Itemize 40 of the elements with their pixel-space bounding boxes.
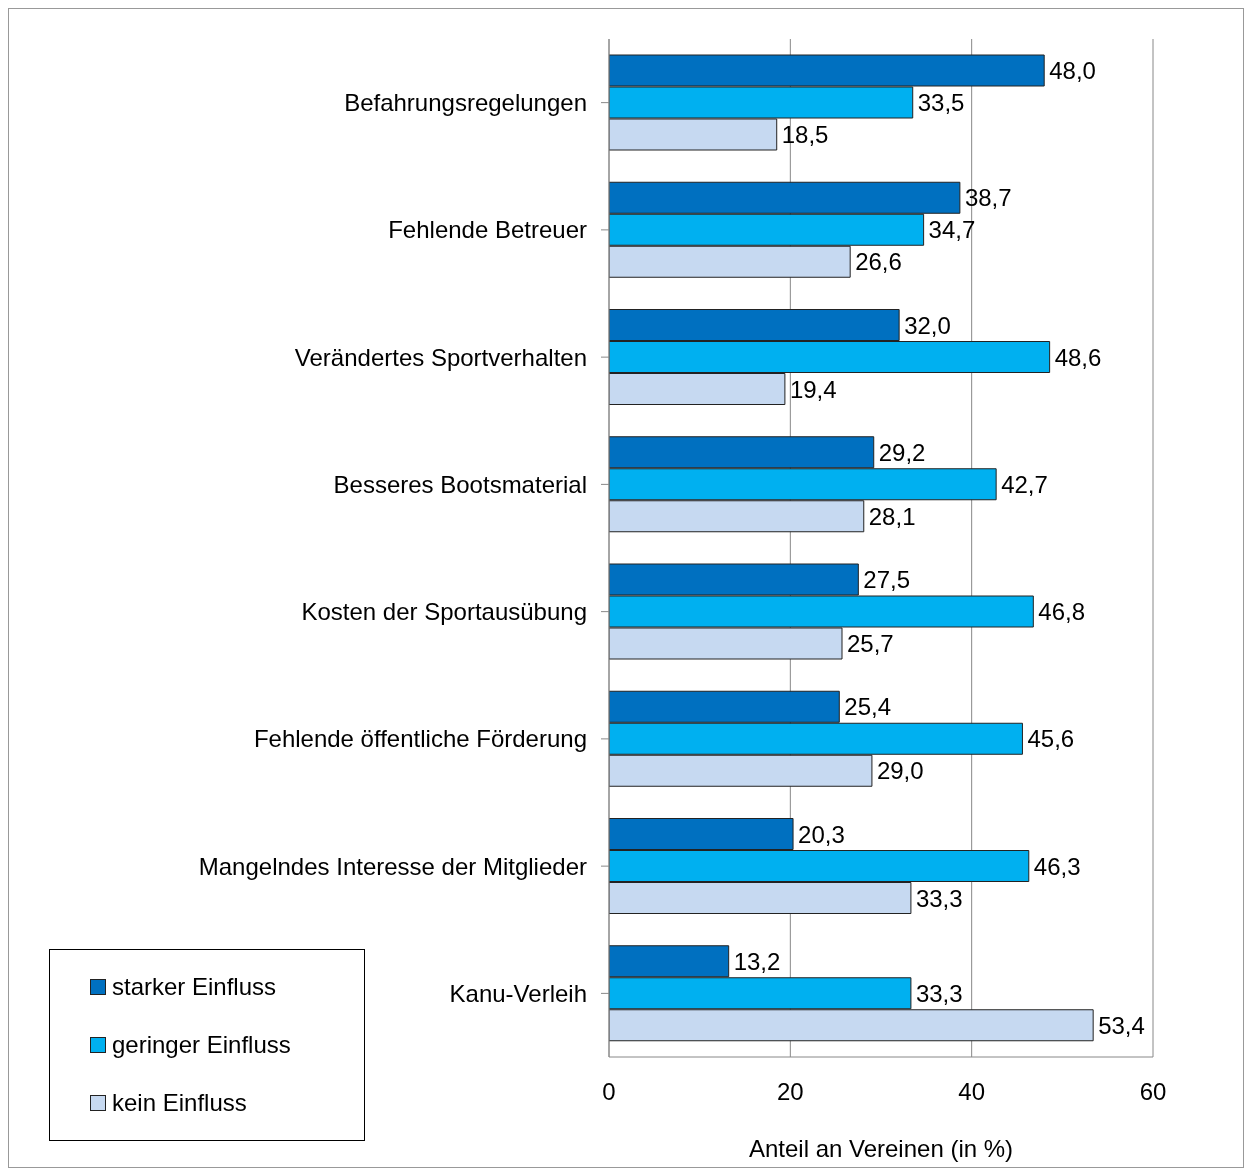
x-tick-label: 40	[958, 1078, 986, 1106]
data-label: 33,3	[915, 884, 963, 912]
y-tick-label: Fehlende öffentliche Förderung	[253, 725, 587, 753]
data-label: 28,1	[868, 502, 916, 530]
x-tick-label: 20	[776, 1078, 804, 1106]
data-label: 46,3	[1033, 852, 1081, 880]
data-label: 13,2	[733, 947, 781, 975]
y-tick-label: Verändertes Sportverhalten	[294, 343, 587, 371]
data-label: 25,4	[844, 693, 892, 721]
data-label: 34,7	[928, 216, 976, 244]
y-tick-label: Kosten der Sportausübung	[301, 598, 587, 626]
data-label: 29,2	[878, 438, 926, 466]
data-label: 48,6	[1054, 343, 1102, 371]
y-tick-label: Mangelndes Interesse der Mitglieder	[198, 852, 587, 880]
y-tick-label: Besseres Bootsmaterial	[333, 470, 587, 498]
y-tick-label: Kanu-Verleih	[449, 979, 587, 1007]
y-tick-label: Fehlende Betreuer	[388, 216, 588, 244]
data-label: 48,0	[1049, 57, 1096, 85]
data-label: 42,7	[1001, 470, 1048, 498]
legend-label: geringer Einfluss	[112, 1031, 291, 1059]
x-tick-label: 60	[1139, 1078, 1167, 1106]
y-tick-label: Befahrungsregelungen	[344, 89, 587, 117]
data-label: 20,3	[798, 820, 845, 848]
data-label: 33,5	[917, 89, 965, 117]
data-label: 29,0	[876, 757, 924, 785]
data-label: 27,5	[863, 566, 911, 594]
data-label: 38,7	[964, 184, 1012, 212]
x-tick-label: 0	[602, 1078, 616, 1106]
legend-label: kein Einfluss	[112, 1089, 247, 1117]
data-label: 18,5	[781, 121, 829, 149]
data-label: 53,4	[1098, 1011, 1145, 1039]
data-label: 33,3	[915, 979, 963, 1007]
x-axis-title: Anteil an Vereinen (in %)	[748, 1135, 1014, 1162]
data-label: 45,6	[1027, 725, 1075, 753]
data-label: 25,7	[847, 630, 894, 658]
data-label: 32,0	[904, 311, 951, 339]
legend-label: starker Einfluss	[112, 973, 277, 1001]
data-label: 46,8	[1038, 598, 1086, 626]
data-label: 19,4	[789, 375, 837, 403]
data-label: 26,6	[855, 248, 902, 276]
